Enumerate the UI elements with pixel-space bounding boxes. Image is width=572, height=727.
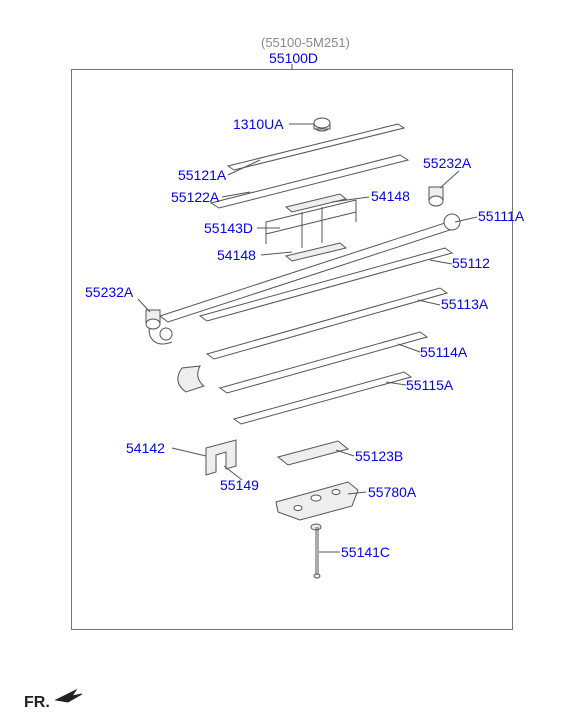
label-54142[interactable]: 54142 — [126, 440, 165, 456]
label-55121A[interactable]: 55121A — [178, 167, 226, 183]
parts-drawing — [0, 0, 572, 727]
label-55112[interactable]: 55112 — [452, 255, 490, 271]
label-1310UA[interactable]: 1310UA — [233, 116, 284, 132]
label-55113A[interactable]: 55113A — [441, 296, 488, 312]
front-direction-label: FR. — [24, 694, 50, 712]
label-55115A[interactable]: 55115A — [406, 377, 453, 393]
label-55780A[interactable]: 55780A — [368, 484, 416, 500]
label-54148-bot[interactable]: 54148 — [217, 247, 256, 263]
label-55123B[interactable]: 55123B — [355, 448, 403, 464]
label-55114A[interactable]: 55114A — [420, 344, 467, 360]
label-55122A[interactable]: 55122A — [171, 189, 219, 205]
label-55232A-top[interactable]: 55232A — [423, 155, 471, 171]
front-direction-arrow-icon — [54, 686, 84, 704]
label-55149[interactable]: 55149 — [220, 477, 259, 493]
label-55143D[interactable]: 55143D — [204, 220, 253, 236]
label-54148-top[interactable]: 54148 — [371, 188, 410, 204]
label-55232A-bot[interactable]: 55232A — [85, 284, 133, 300]
label-55141C[interactable]: 55141C — [341, 544, 390, 560]
label-55111A[interactable]: 55111A — [478, 208, 524, 224]
